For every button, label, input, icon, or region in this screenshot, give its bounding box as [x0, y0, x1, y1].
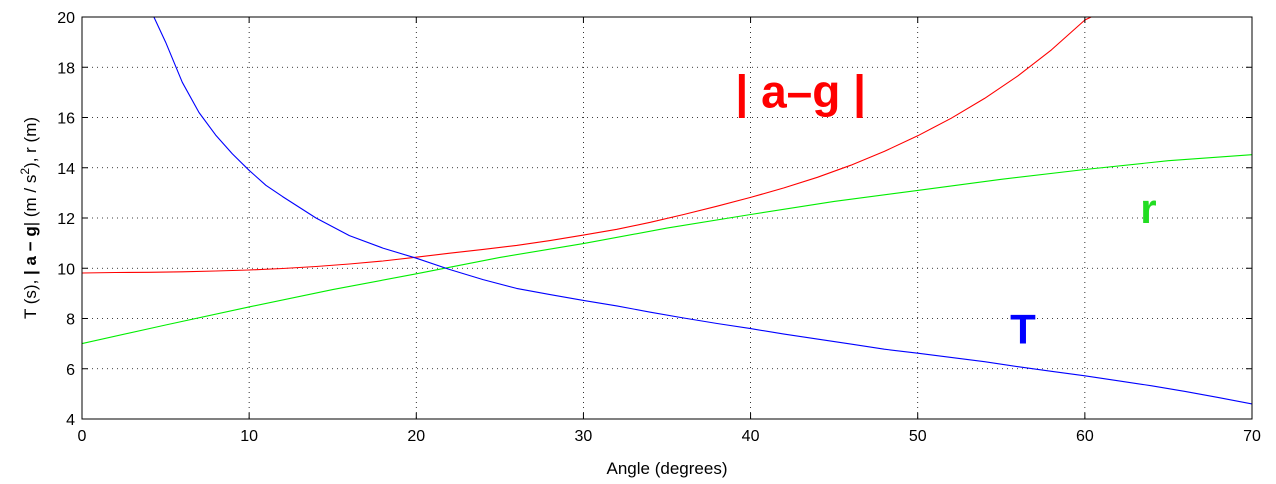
x-tick-label: 0	[78, 428, 87, 445]
series-annotation: T	[1010, 306, 1036, 353]
y-axis-label-part: T (s),	[21, 275, 40, 319]
series-line-t	[153, 17, 1252, 405]
x-tick-label: 20	[407, 428, 425, 445]
x-tick-label: 70	[1243, 428, 1261, 445]
ticks: 0 10 20 30 40 50 60 70 4 6 8 10 12 14 16 18 20	[57, 10, 1261, 445]
series-layer	[82, 17, 1252, 405]
series-group	[82, 17, 1252, 405]
y-axis-label-part: | (m / s	[21, 175, 40, 227]
x-tick-label: 40	[742, 428, 760, 445]
y-axis-label-bold: | a − g	[21, 226, 40, 275]
y-tick-label: 8	[66, 312, 75, 329]
y-tick-label: 14	[57, 161, 75, 178]
series-line-ag	[82, 17, 1093, 274]
x-tick-label: 30	[575, 428, 593, 445]
series-annotation: r	[1140, 185, 1156, 232]
y-tick-label: 18	[57, 60, 75, 77]
annotations: | a–g | r T	[735, 65, 1156, 352]
x-tick-label: 10	[240, 428, 258, 445]
x-axis-label: Angle (degrees)	[607, 459, 728, 478]
y-tick-label: 6	[66, 362, 75, 379]
y-tick-label: 12	[57, 211, 75, 228]
y-axis-label-sup: 2	[18, 168, 32, 175]
series-annotation: | a–g |	[735, 65, 866, 117]
grid	[82, 17, 1252, 419]
y-tick-label: 16	[57, 111, 75, 128]
y-tick-label: 20	[57, 10, 75, 27]
y-axis-label-part: ), r (m)	[21, 117, 40, 168]
x-tick-label: 50	[909, 428, 927, 445]
series-line-r	[82, 154, 1252, 345]
y-tick-label: 10	[57, 261, 75, 278]
y-tick-label: 4	[66, 412, 75, 429]
y-axis-label: T (s), | a − g| (m / s2), r (m)	[18, 117, 40, 319]
x-tick-label: 60	[1076, 428, 1094, 445]
